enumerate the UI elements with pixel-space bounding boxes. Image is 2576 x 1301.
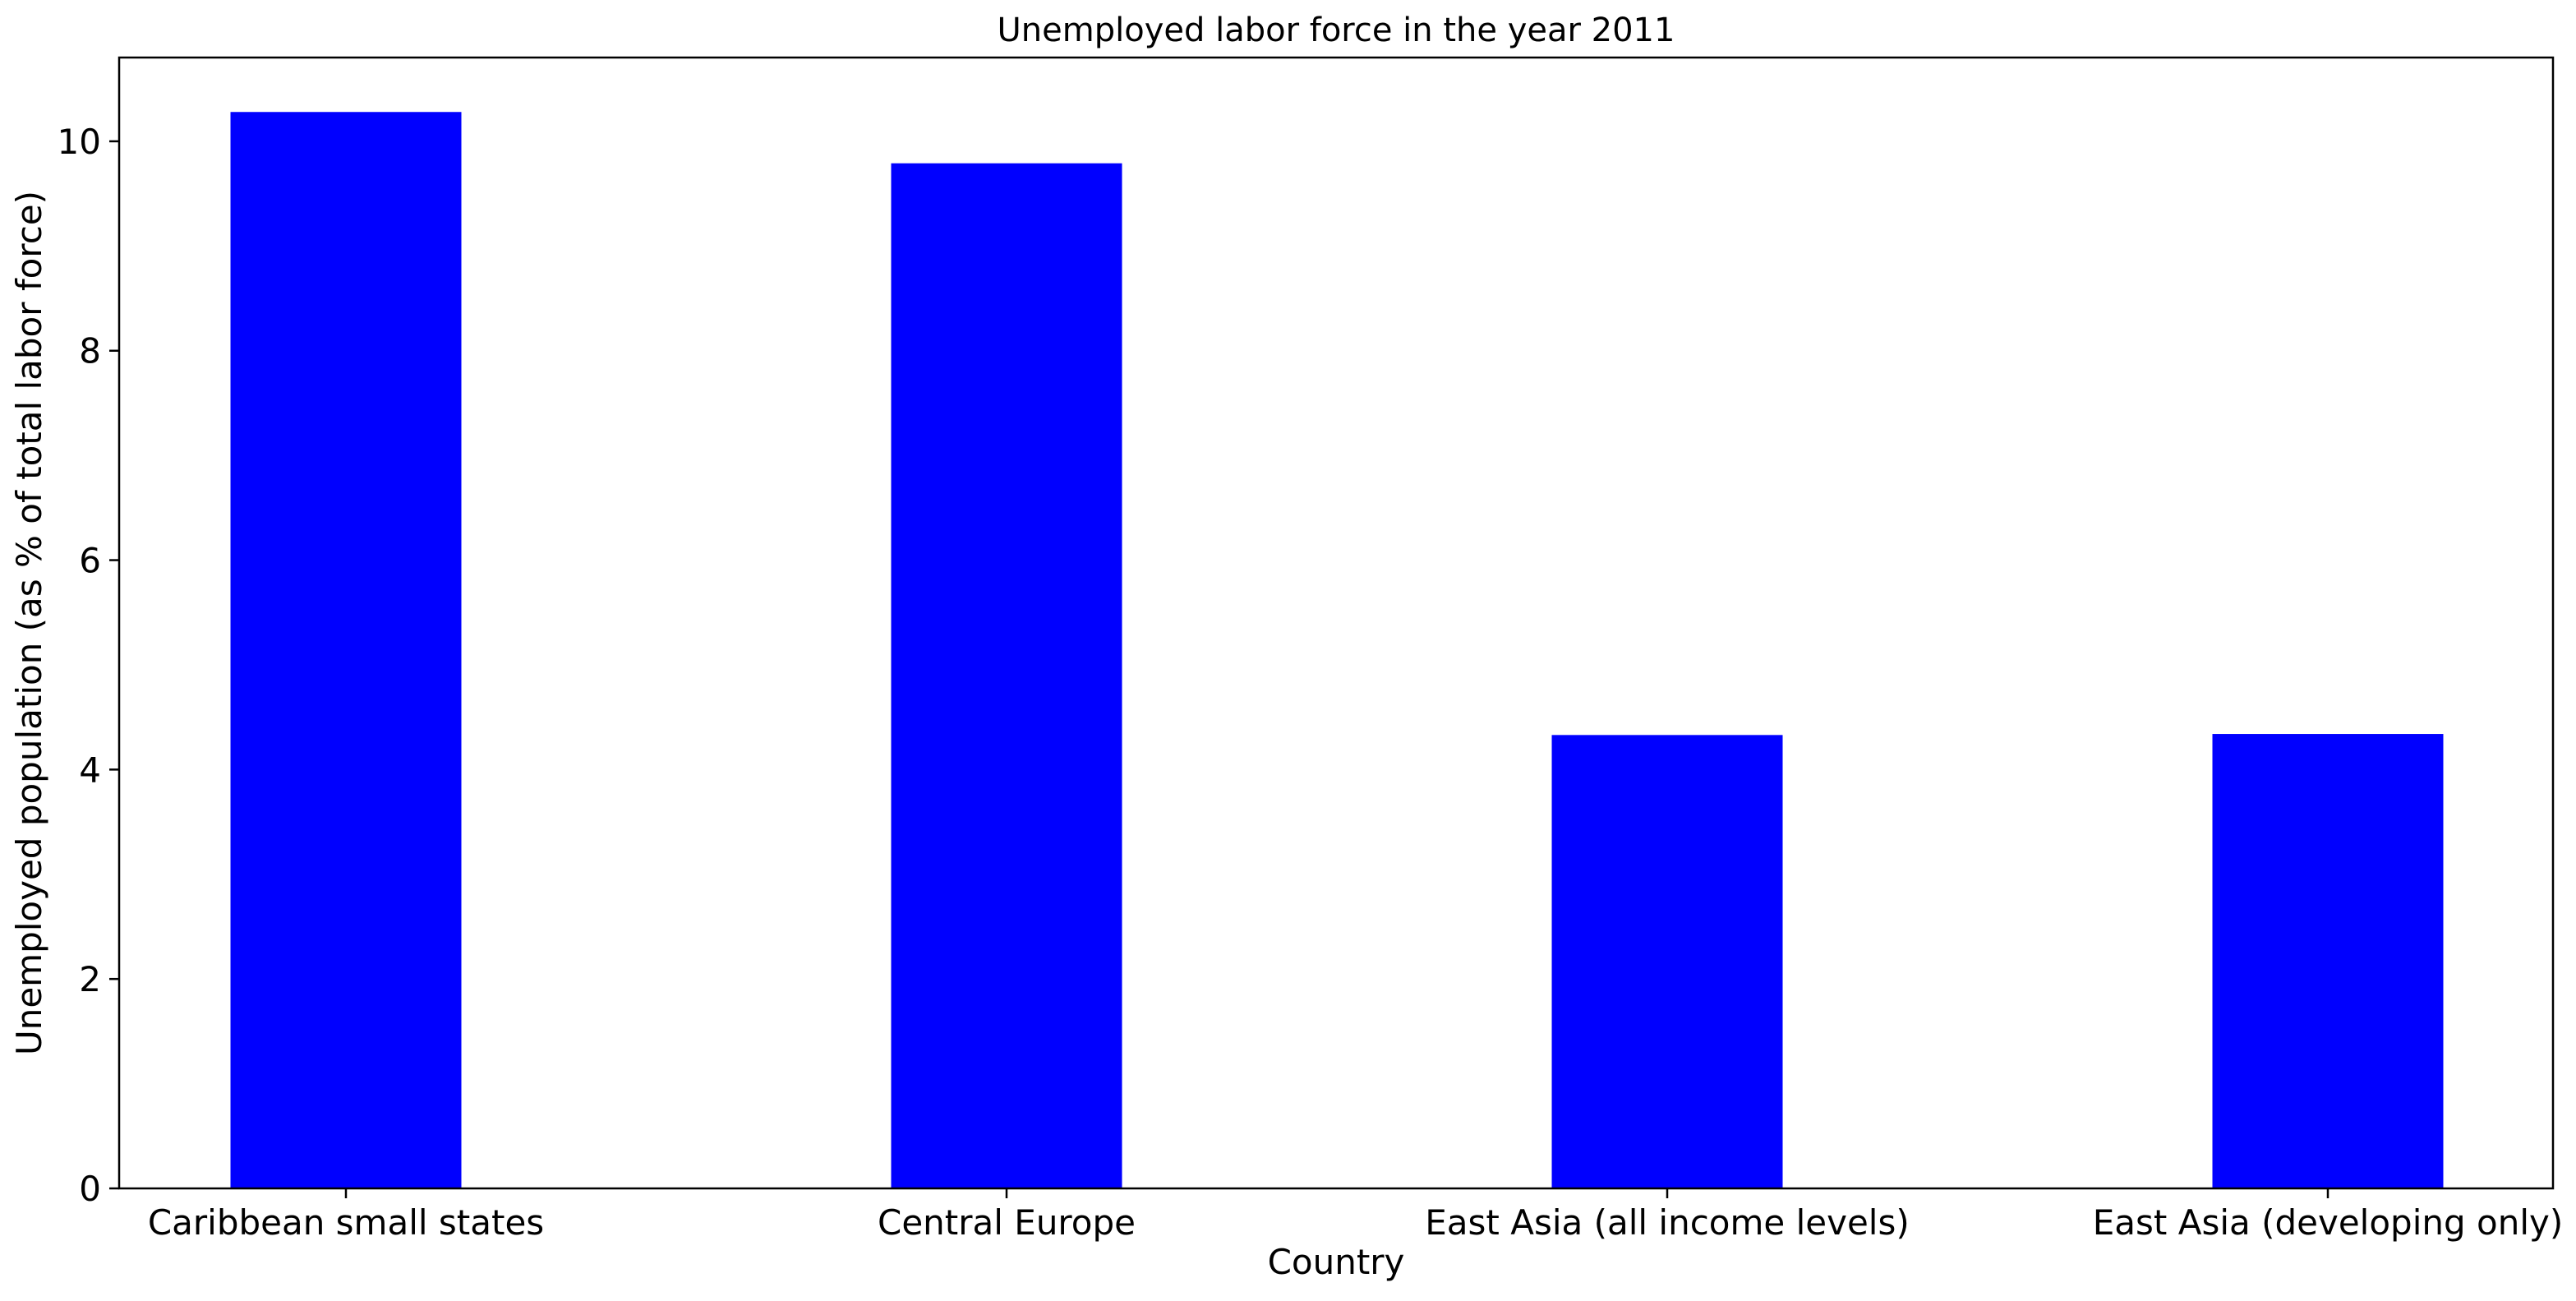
y-tick-label: 8 xyxy=(79,331,101,371)
plot-frame xyxy=(118,56,2555,1190)
bar xyxy=(1551,735,1783,1188)
y-tick-label: 4 xyxy=(79,750,101,790)
y-tick-label: 10 xyxy=(58,122,101,162)
x-axis-ticks: Caribbean small states Central Europe East… xyxy=(148,1188,2563,1243)
x-axis-label: Country xyxy=(1268,1242,1405,1282)
x-tick-label: East Asia (all income levels) xyxy=(1425,1202,1909,1243)
y-tick-label: 2 xyxy=(79,959,101,999)
y-tick-label: 0 xyxy=(79,1169,101,1209)
chart-title: Unemployed labor force in the year 2011 xyxy=(998,12,1675,49)
bars-group xyxy=(230,112,2444,1189)
bar xyxy=(230,112,462,1189)
bar xyxy=(891,163,1122,1188)
y-axis-label: Unemployed population (as % of total lab… xyxy=(9,191,49,1055)
y-axis-ticks: 0 2 4 6 8 10 xyxy=(58,122,119,1209)
x-tick-label: Central Europe xyxy=(878,1202,1136,1243)
y-tick-label: 6 xyxy=(79,541,101,581)
bar xyxy=(2212,734,2444,1188)
x-tick-label: East Asia (developing only) xyxy=(2093,1202,2563,1243)
x-tick-label: Caribbean small states xyxy=(148,1202,544,1243)
